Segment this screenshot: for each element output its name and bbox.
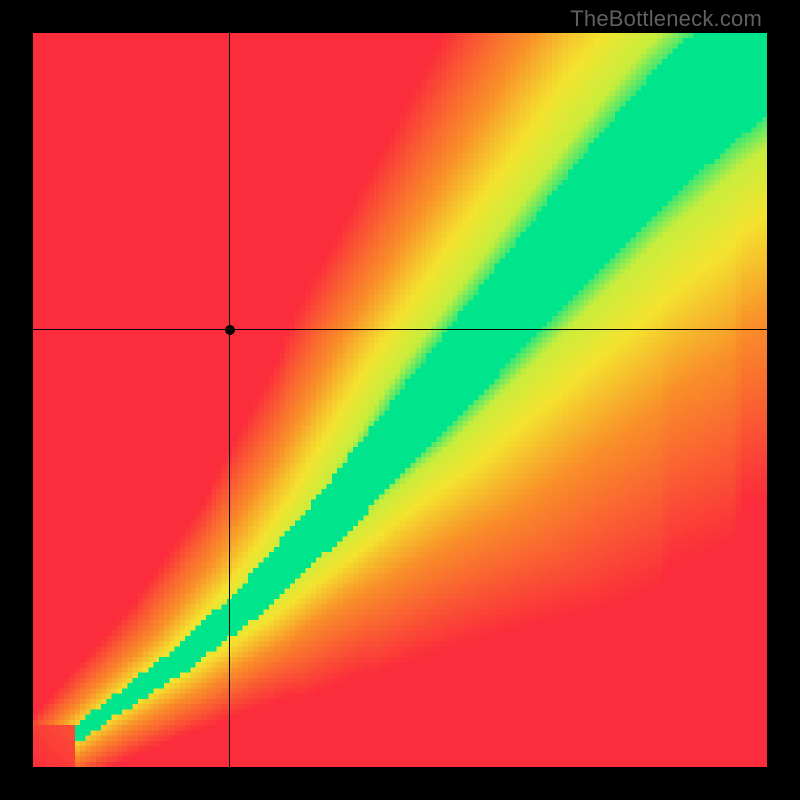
chart-container: TheBottleneck.com <box>0 0 800 800</box>
watermark-text: TheBottleneck.com <box>570 6 762 32</box>
crosshair-horizontal <box>33 329 767 330</box>
heatmap-canvas <box>33 33 767 767</box>
crosshair-vertical <box>229 33 230 767</box>
crosshair-point <box>225 325 235 335</box>
